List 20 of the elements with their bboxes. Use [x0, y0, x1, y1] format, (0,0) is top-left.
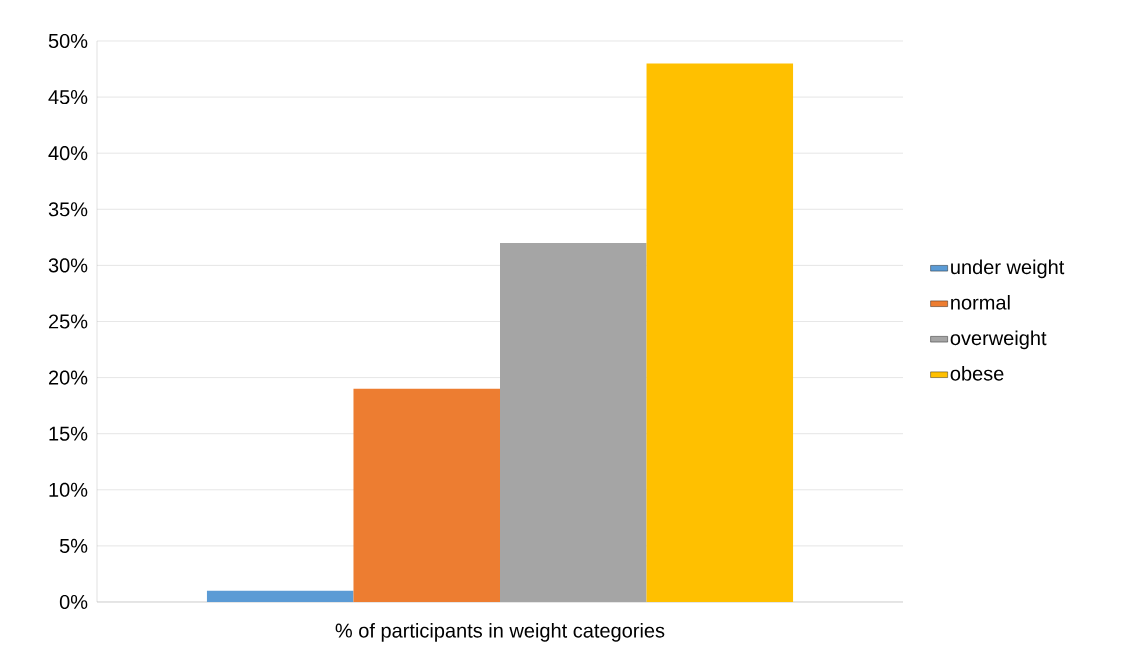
legend-label: overweight — [950, 330, 1047, 350]
y-tick-label: 25% — [48, 314, 88, 329]
y-tick-label: 0% — [59, 594, 88, 610]
legend-label: under weight — [951, 259, 1065, 279]
bar — [353, 388, 501, 602]
y-tick-label: 30% — [48, 258, 88, 273]
y-tick-label: 10% — [49, 482, 88, 497]
bar — [500, 242, 647, 602]
x-tick-label: % of participants in weight categories — [335, 622, 665, 642]
y-tick-label: 50% — [48, 33, 88, 49]
y-tick-label: 5% — [59, 538, 88, 553]
legend-label: obese — [950, 365, 1004, 381]
bar — [646, 63, 794, 602]
y-tick-label: 35% — [48, 202, 88, 217]
bar — [206, 590, 354, 602]
legend-label: normal — [951, 295, 1010, 310]
y-tick-label: 20% — [48, 370, 88, 385]
y-tick-label: 15% — [49, 426, 88, 441]
y-tick-label: 45% — [48, 90, 88, 105]
y-tick-label: 40% — [48, 146, 88, 161]
